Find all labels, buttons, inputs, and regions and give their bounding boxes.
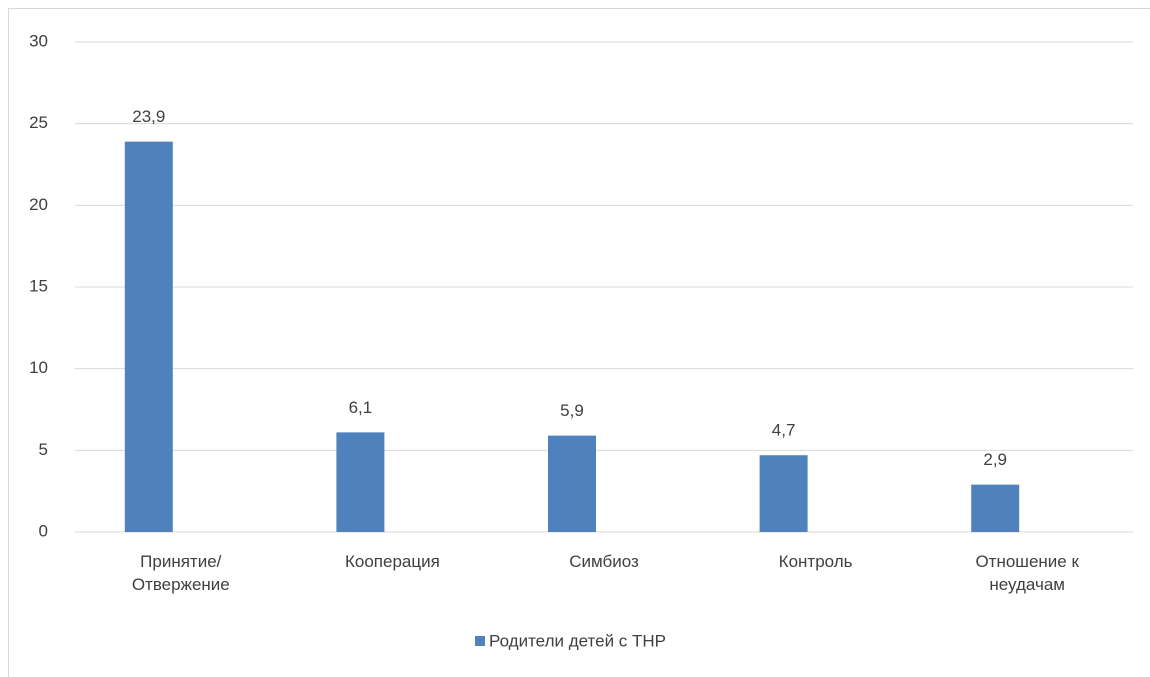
- legend-swatch: [475, 636, 485, 646]
- data-label: 6,1: [349, 398, 373, 417]
- x-tick-label: Отношение к неудачам: [975, 552, 1079, 594]
- data-label: 5,9: [560, 401, 584, 420]
- x-tick-label: Симбиоз: [569, 552, 639, 571]
- chart-frame: [8, 8, 1150, 677]
- x-tick-label: Кооперация: [344, 552, 440, 571]
- x-tick-label: Принятие/ Отвержение: [131, 552, 230, 594]
- y-tick-label: 20: [29, 195, 48, 214]
- bar: [759, 455, 808, 532]
- x-tick-label: Контроль: [778, 552, 853, 571]
- y-tick-label: 25: [29, 113, 48, 132]
- y-tick-label: 0: [39, 521, 48, 540]
- y-tick-label: 5: [39, 440, 48, 459]
- bar: [971, 484, 1020, 532]
- legend-label: Родители детей с ТНР: [489, 631, 666, 650]
- y-tick-label: 10: [29, 358, 48, 377]
- data-label: 23,9: [132, 107, 165, 126]
- y-tick-label: 15: [29, 276, 48, 295]
- bar: [548, 435, 596, 532]
- data-label: 2,9: [983, 450, 1007, 469]
- bar: [336, 432, 385, 532]
- bar: [124, 141, 173, 532]
- y-tick-label: 30: [29, 31, 48, 50]
- data-label: 4,7: [772, 421, 796, 440]
